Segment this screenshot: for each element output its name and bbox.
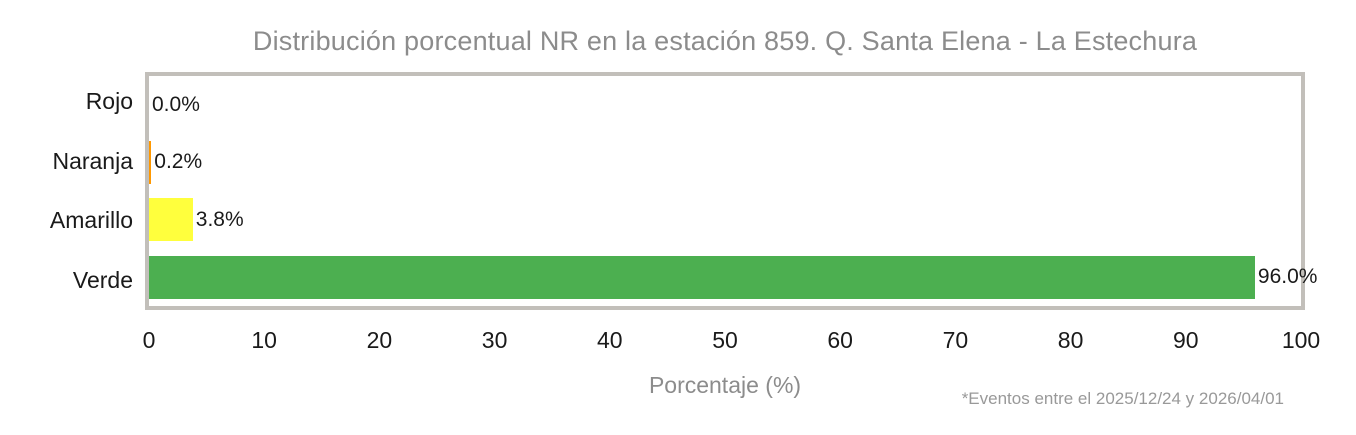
x-axis-title: Porcentaje (%) [648,372,802,398]
x-tick-label-10: 10 [251,327,277,353]
x-tick-label-60: 60 [827,327,853,353]
plot-area: 0.0% 0.2% 3.8% 96.0% [145,72,1317,310]
x-tick-label-70: 70 [942,327,969,353]
x-tick-label-20: 20 [366,327,393,353]
bar-row-verde: 96.0% [149,249,1317,307]
y-category-label-verde: Verde [72,266,133,293]
y-category-label-naranja: Naranja [52,147,133,174]
bar-row-naranja: 0.2% [149,134,1301,192]
bar-row-amarillo: 3.8% [149,191,1301,249]
bar-naranja [149,140,152,184]
x-axis-tick-labels: 0 10 20 30 40 50 60 70 80 90 100 [143,327,1321,357]
x-tick-label-0: 0 [142,327,156,353]
chart-title: Distribución porcentual NR en la estació… [252,26,1198,56]
bar-row-rojo: 0.0% [149,76,1301,134]
y-category-label-rojo: Rojo [85,88,133,115]
bar-value-label-naranja: 0.2% [154,150,203,174]
x-tick-label-90: 90 [1173,327,1199,353]
x-tick-label-40: 40 [597,327,623,353]
chart-footnote: *Eventos entre el 2025/12/24 y 2026/04/0… [961,389,1284,408]
x-tick-label-30: 30 [481,327,508,353]
x-tick-label-100: 100 [1281,327,1321,353]
bar-value-label-amarillo: 3.8% [195,207,244,231]
bar-value-label-verde: 96.0% [1257,265,1318,289]
bar-verde [149,255,1255,299]
x-tick-label-80: 80 [1057,327,1084,353]
y-category-label-amarillo: Amarillo [49,207,133,234]
bar-amarillo [149,198,193,242]
y-axis-category-labels: Rojo Naranja Amarillo Verde [0,72,145,310]
bar-value-label-rojo: 0.0% [152,92,200,116]
x-tick-label-50: 50 [712,327,738,353]
chart-body: Rojo Naranja Amarillo Verde 0.0% 0.2% 3.8% 96.… [0,72,1317,310]
